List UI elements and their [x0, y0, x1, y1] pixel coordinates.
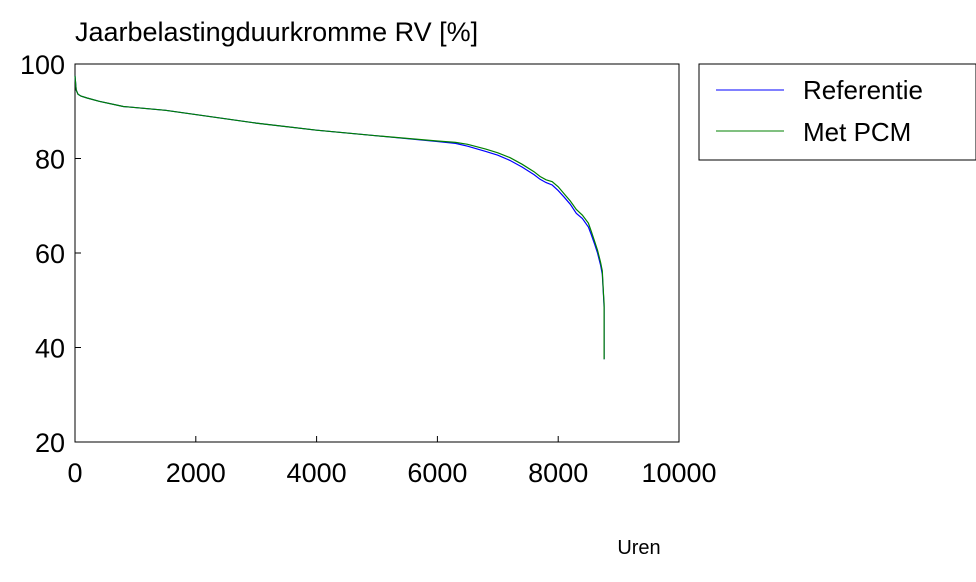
chart-title: Jaarbelastingduurkromme RV [%] [75, 17, 478, 47]
legend: Referentie Met PCM [698, 63, 976, 161]
x-tick-label: 4000 [287, 458, 347, 488]
series-line-met-pcm [74, 75, 605, 360]
y-tick-label: 80 [35, 145, 65, 175]
x-tick-label: 10000 [641, 458, 716, 488]
y-axis: 20 40 60 80 100 [20, 50, 81, 458]
y-tick-label: 40 [35, 334, 65, 364]
legend-label-met-pcm: Met PCM [803, 117, 911, 147]
x-axis: 0 2000 4000 6000 8000 10000 [67, 436, 717, 488]
y-tick-label: 20 [35, 428, 65, 458]
x-tick-label: 6000 [407, 458, 467, 488]
series-group [74, 75, 605, 360]
y-tick-label: 60 [35, 239, 65, 269]
plot-area [74, 63, 680, 443]
x-axis-label: Uren [617, 537, 660, 559]
y-tick-label: 100 [20, 50, 65, 80]
x-tick-label: 8000 [528, 458, 588, 488]
x-tick-label: 2000 [166, 458, 226, 488]
legend-label-referentie: Referentie [803, 75, 923, 105]
x-tick-label: 0 [67, 458, 82, 488]
legend-box [698, 63, 976, 161]
series-line-referentie [74, 75, 605, 360]
